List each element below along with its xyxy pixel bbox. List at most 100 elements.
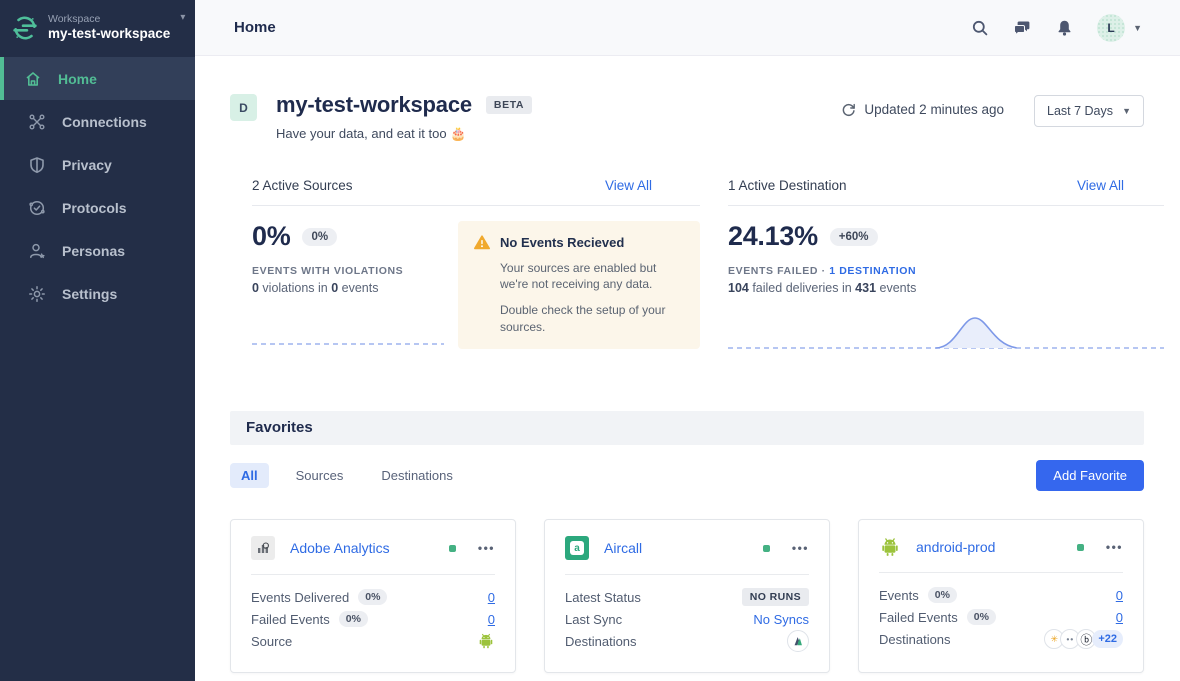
shield-icon (30, 156, 44, 173)
page-title: Home (234, 19, 276, 36)
gear-icon (29, 285, 45, 302)
tab-all[interactable]: All (230, 463, 269, 488)
sidebar-item-connections[interactable]: Connections (0, 100, 195, 143)
user-menu[interactable]: L ▼ (1097, 13, 1142, 42)
sidebar-item-settings[interactable]: Settings (0, 272, 195, 315)
misc-destination-icon: ✳ (1044, 629, 1065, 649)
workspace-avatar: D (230, 94, 257, 121)
card-row: Latest Status NO RUNS (565, 586, 809, 608)
sidebar-item-home[interactable]: Home (0, 57, 195, 100)
card-title-link[interactable]: Adobe Analytics (290, 540, 390, 556)
overflow-dots-icon: •• (1060, 629, 1081, 649)
chat-icon[interactable] (1013, 19, 1032, 37)
sources-panel: 2 Active Sources View All 0% 0% EVENTS W… (252, 178, 700, 351)
warning-icon (474, 235, 490, 250)
ellipsis-menu-icon[interactable]: ••• (791, 541, 809, 555)
warning-line1: Your sources are enabled but we're not r… (500, 261, 657, 292)
workspace-title: my-test-workspace (276, 92, 472, 117)
sidebar-item-privacy[interactable]: Privacy (0, 143, 195, 186)
refresh-icon[interactable] (841, 102, 856, 117)
home-icon (26, 71, 40, 86)
chevron-down-icon: ▾ (180, 12, 186, 23)
row-value-link[interactable]: 0 (1115, 587, 1123, 603)
content: D my-test-workspace BETA Have your data,… (195, 56, 1180, 681)
destination-icon-cluster[interactable]: ✳ •• ⓑ +22 (1044, 629, 1123, 649)
failed-deliveries-sparkline-chart (728, 317, 1164, 349)
row-value-link[interactable]: 0 (1115, 609, 1123, 625)
violations-delta-badge: 0% (302, 227, 338, 246)
warning-title: No Events Recieved (500, 235, 625, 250)
violations-value: 0% (252, 221, 291, 251)
workspace-header: D my-test-workspace BETA Have your data,… (230, 92, 1144, 142)
card-row: Failed Events 0% 0 (251, 611, 495, 627)
sidebar-item-label: Privacy (62, 156, 112, 173)
connections-icon (29, 114, 45, 129)
destinations-heading: 1 Active Destination (728, 178, 847, 193)
bell-icon[interactable] (1056, 19, 1073, 37)
sidebar-item-protocols[interactable]: Protocols (0, 186, 195, 229)
workspace-switcher[interactable]: Workspace my-test-workspace ▾ (0, 0, 195, 56)
ellipsis-menu-icon[interactable]: ••• (1105, 540, 1123, 554)
segment-logo-icon (12, 15, 38, 41)
workspace-label: Workspace (48, 13, 101, 25)
date-range-select[interactable]: Last 7 Days ▼ (1034, 95, 1144, 127)
aircall-icon: a (565, 536, 589, 560)
more-destinations-badge[interactable]: +22 (1092, 630, 1123, 648)
row-value-link[interactable]: 0 (487, 589, 495, 605)
destinations-view-all-link[interactable]: View All (1076, 178, 1124, 193)
beta-badge: BETA (485, 96, 533, 114)
android-icon (879, 536, 901, 558)
tab-sources[interactable]: Sources (295, 468, 344, 483)
favorite-card-aircall: a Aircall ••• Latest Status NO RUNS Last… (544, 519, 830, 673)
card-title-link[interactable]: Aircall (604, 540, 643, 556)
workspace-subtitle: Have your data, and eat it too 🎂 (276, 126, 467, 141)
failed-events-delta-badge: +60% (829, 227, 878, 246)
destination-count-link[interactable]: 1 DESTINATION (829, 265, 917, 277)
favorites-section: Favorites All Sources Destinations Add F… (230, 411, 1144, 673)
sidebar-item-personas[interactable]: Personas (0, 229, 195, 272)
favorites-heading: Favorites (246, 419, 313, 436)
sources-view-all-link[interactable]: View All (604, 178, 652, 193)
sidebar-nav: Home Connections Privacy Protocols Perso… (0, 57, 195, 315)
android-icon[interactable] (477, 632, 495, 650)
workspace-name: my-test-workspace (48, 26, 171, 42)
sidebar-item-label: Protocols (62, 199, 127, 216)
percent-badge: 0% (358, 589, 388, 605)
favorite-card-android-prod: android-prod ••• Events 0% 0 Failed Even… (858, 519, 1144, 673)
no-syncs-link[interactable]: No Syncs (753, 611, 809, 627)
no-events-warning: No Events Recieved Your sources are enab… (458, 221, 700, 349)
card-title-link[interactable]: android-prod (916, 539, 996, 555)
aircall-destination-icon[interactable] (787, 630, 809, 652)
ellipsis-menu-icon[interactable]: ••• (477, 541, 495, 555)
sidebar: Workspace my-test-workspace ▾ Home Conne… (0, 0, 195, 681)
overview: 2 Active Sources View All 0% 0% EVENTS W… (252, 178, 1164, 351)
card-row: Source (251, 630, 495, 652)
failed-events-label: EVENTS FAILED · 1 DESTINATION (728, 265, 917, 277)
personas-icon (30, 243, 45, 258)
status-dot-icon (448, 544, 456, 552)
card-row: Destinations (565, 630, 809, 652)
add-favorite-button[interactable]: Add Favorite (1036, 460, 1144, 491)
chevron-down-icon: ▼ (1122, 106, 1131, 116)
row-value-link[interactable]: 0 (487, 611, 495, 627)
status-dot-icon (762, 544, 770, 552)
warning-line2: Double check the setup of your sources. (500, 303, 666, 334)
sidebar-item-label: Home (58, 70, 97, 87)
avatar[interactable]: L (1097, 13, 1126, 42)
tab-destinations[interactable]: Destinations (381, 468, 453, 483)
card-row: Failed Events 0% 0 (879, 609, 1123, 625)
sidebar-item-label: Personas (62, 242, 126, 259)
percent-badge: 0% (927, 587, 957, 603)
failed-events-detail: 104 failed deliveries in 431 events (728, 281, 917, 295)
protocols-icon (29, 200, 45, 215)
violations-sparkline-chart (252, 343, 444, 345)
favorite-card-adobe-analytics: Adobe Analytics ••• Events Delivered 0% … (230, 519, 516, 673)
card-row: Events 0% 0 (879, 587, 1123, 603)
search-icon[interactable] (971, 19, 989, 37)
topbar: Home L ▼ (195, 0, 1180, 56)
no-runs-badge: NO RUNS (741, 588, 809, 606)
violations-label: EVENTS WITH VIOLATIONS (252, 265, 404, 277)
percent-badge: 0% (966, 609, 996, 625)
sources-heading: 2 Active Sources (252, 178, 353, 193)
card-row: Last Sync No Syncs (565, 611, 809, 627)
